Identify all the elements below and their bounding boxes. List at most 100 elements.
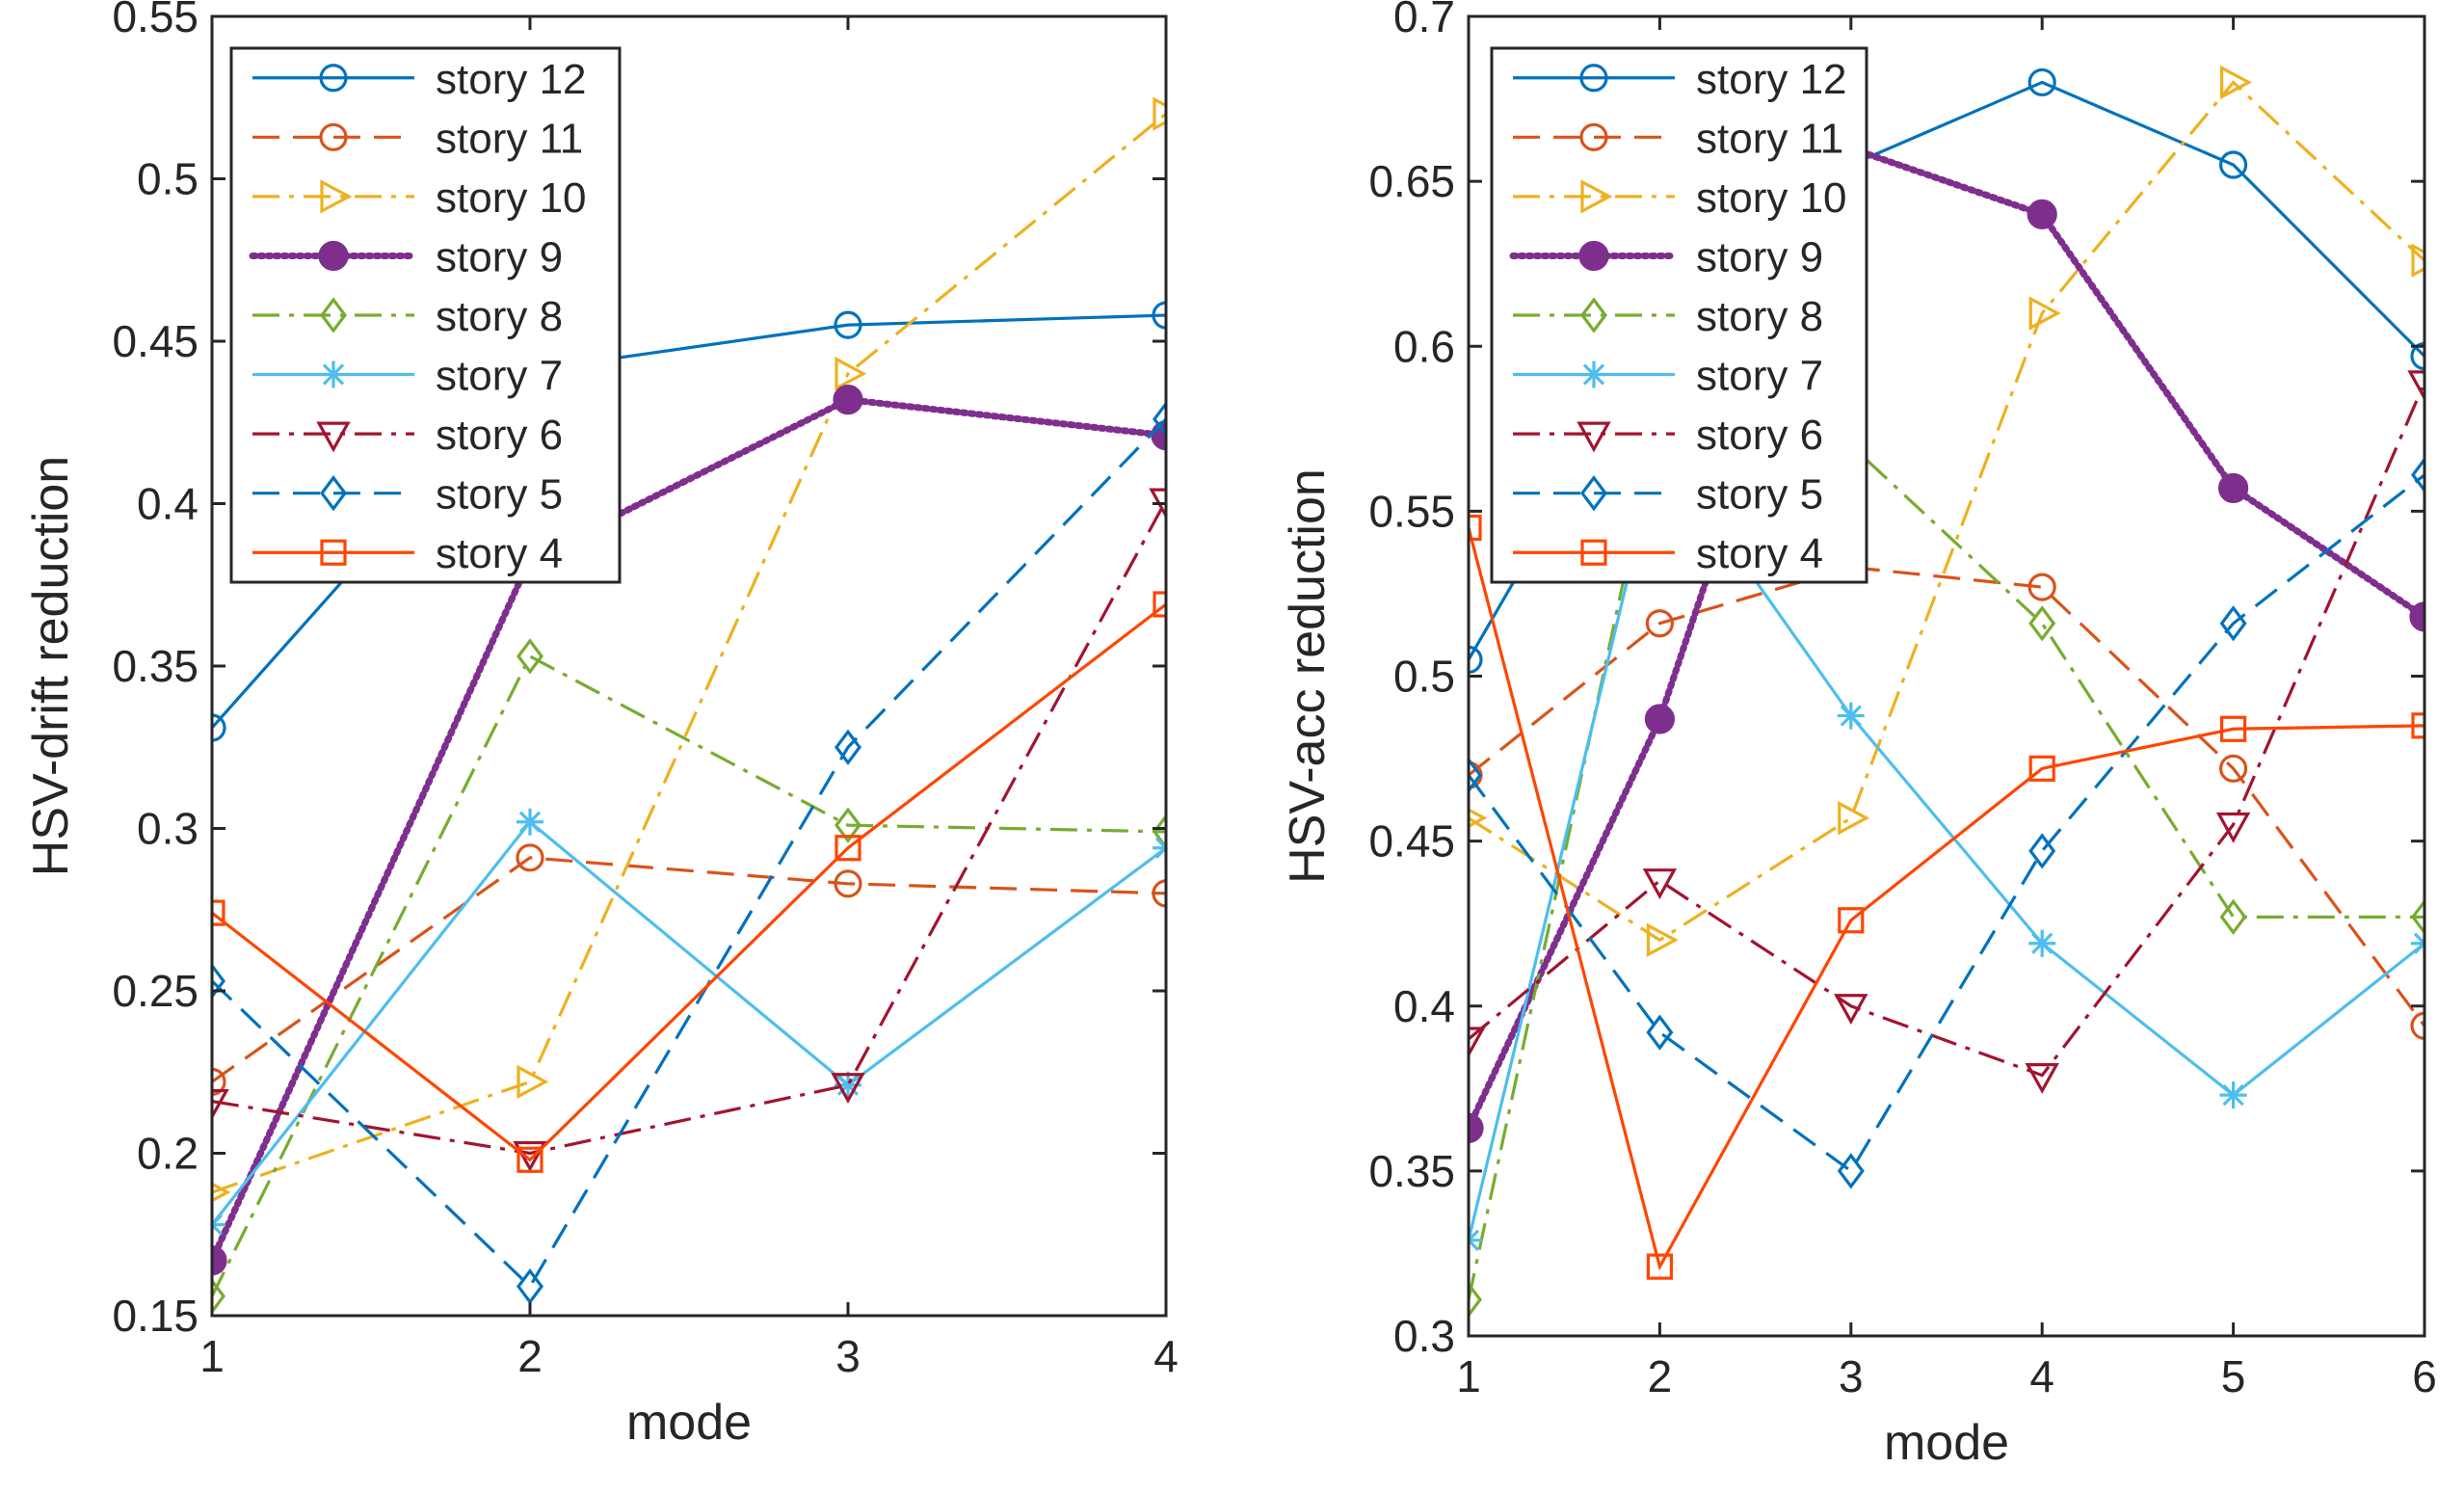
data-point-story-6-3 (1834, 994, 1868, 1026)
data-point-story-4-4 (2028, 755, 2055, 782)
data-point-story-5-1 (1469, 757, 1482, 793)
data-point-story-4-6 (2411, 712, 2424, 739)
data-point-story-12-6 (2410, 341, 2424, 371)
legend-label: story 8 (1696, 293, 1823, 340)
data-point-story-4-3 (835, 835, 861, 862)
legend-marker (1580, 179, 1613, 214)
y-tick-label: 0.45 (1368, 816, 1455, 867)
legend-label: story 10 (1696, 174, 1847, 222)
data-point-story-5-3 (1837, 1153, 1865, 1189)
data-point-story-5-3 (835, 729, 861, 765)
data-point-story-6-6 (2407, 370, 2424, 402)
data-point-story-10-2 (517, 1064, 549, 1100)
x-tick-label: 3 (1839, 1351, 1864, 1401)
data-point-story-4-1 (212, 899, 225, 926)
data-point-story-8-3 (835, 807, 861, 843)
series-line-story-10 (212, 112, 1166, 1194)
x-tick-label: 1 (199, 1331, 225, 1381)
data-point-story-6-3 (831, 1073, 865, 1105)
y-tick-label: 0.2 (137, 1129, 199, 1179)
legend-marker (320, 360, 347, 388)
y-tick-label: 0.3 (1393, 1311, 1455, 1361)
legend-label: story 5 (1696, 471, 1823, 519)
drift-chart: 1 2 3 4 0.15 0.2 0.25 0.3 0.35 0.4 0.45 0.5 0.55 mode… (23, 0, 1179, 1451)
y-tick-label: 0.55 (112, 0, 199, 41)
legend: story 12 story 11 story 10 story 9 story 8 st… (1490, 46, 1868, 584)
data-point-story-6-1 (1469, 1027, 1486, 1058)
x-axis-label: mode (626, 1395, 752, 1451)
x-tick-label: 5 (2221, 1351, 2246, 1401)
y-axis-label: HSV-drift reduction (23, 456, 79, 876)
legend-label: story 7 (1696, 353, 1823, 400)
data-point-story-11-4 (2027, 573, 2056, 601)
series-line-story-5 (212, 417, 1166, 1290)
data-point-story-10-2 (1646, 922, 1679, 957)
legend-marker (1580, 297, 1607, 333)
y-tick-label: 0.55 (1368, 486, 1455, 536)
data-point-story-12-3 (834, 310, 862, 339)
data-point-story-9-6 (2409, 601, 2424, 632)
data-point-story-8-2 (517, 638, 543, 675)
series-group (1469, 65, 2424, 1319)
legend-label: story 4 (1696, 530, 1823, 577)
data-point-story-7-4 (2028, 929, 2056, 957)
x-tick-label: 4 (1153, 1331, 1179, 1381)
series-line-story-5 (1469, 473, 2424, 1174)
x-axis-label: mode (1884, 1415, 2009, 1471)
data-point-story-4-2 (517, 1146, 543, 1173)
legend-label: story 9 (436, 233, 563, 280)
y-tick-label: 0.3 (137, 804, 199, 854)
legend-label: story 12 (436, 56, 587, 103)
legend-marker (319, 64, 348, 93)
data-point-story-9-4 (2027, 199, 2057, 229)
data-point-story-9-3 (833, 385, 863, 415)
data-point-story-5-4 (1153, 401, 1166, 438)
series-line-story-7 (212, 819, 1166, 1226)
data-point-story-6-4 (2025, 1063, 2059, 1094)
y-tick-label: 0.7 (1393, 0, 1455, 41)
legend-label: story 8 (436, 293, 563, 340)
legend-marker (320, 179, 353, 214)
series-line-story-4 (212, 602, 1166, 1162)
y-tick-label: 0.25 (112, 966, 199, 1016)
legend-marker (1578, 240, 1609, 272)
data-point-story-5-6 (2411, 457, 2424, 494)
legend-marker (1576, 421, 1611, 453)
data-point-story-10-4 (2028, 296, 2061, 331)
legend-label: story 10 (436, 174, 587, 222)
data-point-story-8-4 (1153, 814, 1166, 850)
data-point-story-11-3 (834, 869, 862, 898)
data-point-story-8-5 (2219, 898, 2247, 936)
legend-label: story 6 (436, 412, 563, 459)
data-point-story-12-4 (1152, 301, 1166, 330)
series-line-story-6 (1469, 382, 2424, 1078)
data-point-story-5-2 (1646, 1014, 1674, 1051)
y-axis-label: HSV-acc reduction (1280, 468, 1336, 884)
y-tick-label: 0.4 (1393, 981, 1455, 1031)
data-point-story-9-5 (2218, 472, 2249, 504)
data-point-story-7-3 (1837, 702, 1865, 730)
data-point-story-10-1 (1469, 808, 1488, 829)
series-line-story-11 (212, 856, 1166, 1083)
data-point-story-8-1 (212, 1278, 225, 1315)
data-point-story-8-1 (1469, 1281, 1482, 1319)
legend-marker (1580, 360, 1607, 388)
data-point-story-10-1 (212, 1182, 231, 1203)
y-tick-label: 0.65 (1368, 156, 1455, 206)
legend-marker (1580, 539, 1607, 566)
data-point-story-10-3 (1838, 800, 1870, 836)
data-point-story-11-2 (1645, 609, 1675, 638)
data-point-story-12-5 (2219, 150, 2248, 179)
data-point-story-10-4 (1153, 96, 1166, 131)
data-point-story-11-5 (2219, 754, 2248, 783)
series-line-story-8 (212, 654, 1166, 1297)
data-point-story-9-2 (1644, 704, 1676, 734)
y-tick-label: 0.4 (137, 479, 199, 529)
legend-label: story 11 (436, 115, 583, 162)
data-point-story-5-2 (517, 1268, 543, 1305)
data-point-story-6-2 (1642, 868, 1678, 899)
data-point-story-11-2 (516, 843, 544, 872)
y-tick-label: 0.35 (112, 641, 199, 691)
data-point-story-4-2 (1646, 1253, 1674, 1280)
